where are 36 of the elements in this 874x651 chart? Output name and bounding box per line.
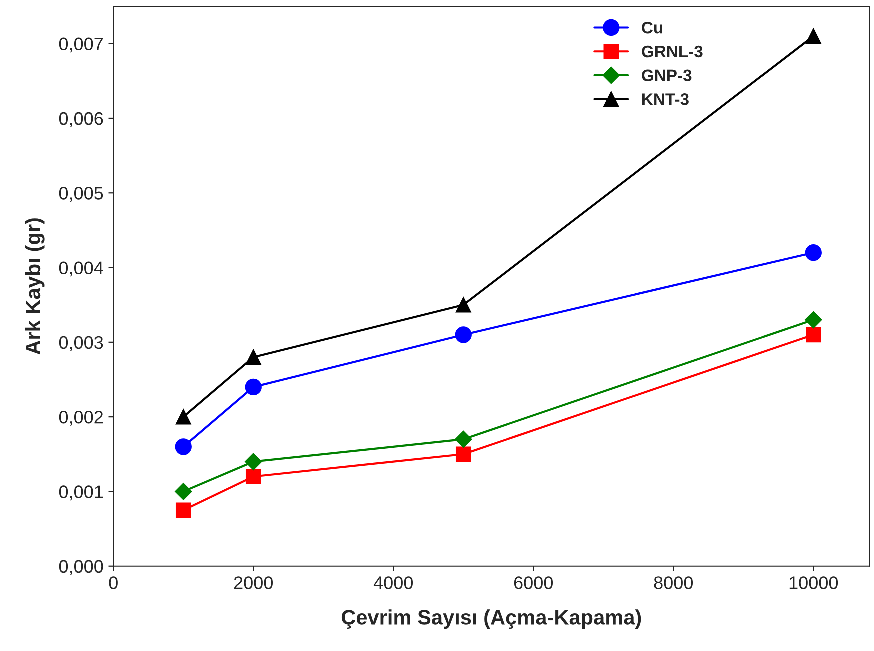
x-tick-label: 0 — [109, 576, 118, 590]
y-axis-title: Ark Kaybı (gr) — [25, 218, 45, 355]
point — [245, 378, 262, 396]
point — [175, 438, 192, 456]
legend-label: KNT-3 — [642, 94, 689, 106]
x-tick-label: 2000 — [234, 576, 273, 590]
point — [455, 326, 472, 344]
x-axis-title: Çevrim Sayısı (Açma-Kapama) — [342, 610, 642, 630]
point — [176, 502, 192, 518]
y-tick-label: 0,006 — [59, 112, 104, 128]
y-tick-label: 0,003 — [59, 336, 104, 352]
y-tick-label: 0,004 — [59, 262, 104, 277]
x-tick-label: 10000 — [790, 576, 838, 590]
point — [806, 327, 822, 343]
y-tick-label: 0,007 — [59, 38, 103, 53]
x-tick-label: 8000 — [654, 576, 694, 590]
point — [175, 483, 192, 500]
point — [805, 311, 822, 329]
y-tick-label: 0,002 — [59, 411, 103, 426]
x-tick-label: 4000 — [374, 576, 414, 590]
point — [805, 244, 822, 262]
legend-label: GNP-3 — [642, 70, 692, 82]
point — [245, 453, 262, 470]
point — [456, 446, 472, 462]
y-tick-label: 0,000 — [59, 560, 104, 576]
y-tick-label: 0,001 — [59, 486, 104, 501]
point — [456, 297, 472, 313]
legend-label: GRNL-3 — [642, 46, 703, 58]
point — [246, 469, 262, 484]
y-tick-label: 0,005 — [59, 187, 104, 202]
x-tick-label: 6000 — [514, 576, 554, 590]
legend-label: Cu — [642, 22, 663, 34]
point — [455, 430, 472, 448]
point — [806, 28, 822, 44]
point — [246, 350, 262, 365]
point — [176, 409, 192, 425]
